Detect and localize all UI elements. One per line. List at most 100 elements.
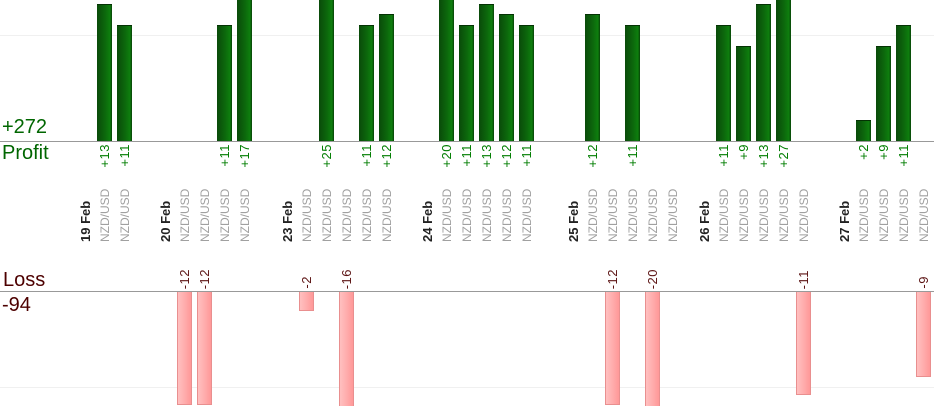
loss-value-label: -16	[339, 268, 354, 289]
pair-label: NZD/USD	[360, 188, 374, 242]
loss-bar	[177, 292, 192, 405]
profit-value-label: +11	[117, 144, 132, 167]
profit-value-label: +17	[237, 144, 252, 168]
date-label: 19 Feb	[78, 200, 93, 242]
profit-bar	[585, 14, 600, 141]
pair-label: NZD/USD	[178, 188, 192, 242]
profit-bar	[439, 0, 454, 141]
profit-bar	[519, 25, 534, 141]
pair-label: NZD/USD	[218, 188, 232, 242]
profit-bar	[379, 14, 394, 141]
pair-label: NZD/USD	[897, 188, 911, 242]
pair-label: NZD/USD	[626, 188, 640, 242]
pair-label: NZD/USD	[877, 188, 891, 242]
pair-label: NZD/USD	[118, 188, 132, 242]
profit-value-label: +11	[459, 144, 474, 167]
profit-bar	[756, 4, 771, 141]
pair-label: NZD/USD	[917, 188, 931, 242]
pair-label: NZD/USD	[520, 188, 534, 242]
pair-label: NZD/USD	[737, 188, 751, 242]
profit-plot-area	[0, 0, 934, 141]
profit-value-label: +13	[756, 144, 771, 168]
loss-value-label: -9	[916, 276, 931, 289]
pair-label: NZD/USD	[300, 188, 314, 242]
loss-value-label: -11	[796, 269, 811, 289]
profit-value-label: +11	[896, 144, 911, 167]
profit-value-label: +2	[856, 144, 871, 160]
profit-bar	[736, 46, 751, 141]
loss-bar	[339, 292, 354, 406]
profit-bar	[776, 0, 791, 141]
profit-value-label: +11	[359, 144, 374, 167]
loss-bar	[299, 292, 314, 311]
pair-label: NZD/USD	[857, 188, 871, 242]
profit-bar	[716, 25, 731, 141]
pair-label: NZD/USD	[440, 188, 454, 242]
profit-bar	[459, 25, 474, 141]
profit-value-label: +12	[585, 144, 600, 168]
pair-label: NZD/USD	[500, 188, 514, 242]
loss-value-label: -2	[299, 276, 314, 289]
profit-bar	[876, 46, 891, 141]
loss-value-label: -12	[197, 268, 212, 289]
profit-bar	[117, 25, 132, 141]
profit-value-label: +11	[217, 144, 232, 167]
loss-gridline	[0, 387, 934, 388]
pair-label: NZD/USD	[797, 188, 811, 242]
date-label: 24 Feb	[420, 200, 435, 242]
profit-value-label: +25	[319, 144, 334, 168]
profit-value-label: +9	[736, 144, 751, 160]
loss-section-label: Loss	[3, 269, 46, 291]
loss-value-label: -20	[645, 268, 660, 289]
profit-value-label: +12	[379, 144, 394, 168]
profit-bar	[856, 120, 871, 141]
profit-total: +272	[2, 116, 48, 138]
profit-value-label: +13	[479, 144, 494, 168]
profit-value-label: +9	[876, 144, 891, 160]
pair-label: NZD/USD	[606, 188, 620, 242]
pair-label: NZD/USD	[380, 188, 394, 242]
loss-bar	[197, 292, 212, 405]
profit-value-label: +11	[519, 144, 534, 167]
pair-label: NZD/USD	[198, 188, 212, 242]
pair-label: NZD/USD	[646, 188, 660, 242]
pair-label: NZD/USD	[238, 188, 252, 242]
profit-bar	[237, 0, 252, 141]
date-label: 23 Feb	[280, 200, 295, 242]
profit-value-label: +20	[439, 144, 454, 168]
pair-label: NZD/USD	[480, 188, 494, 242]
loss-value-label: -12	[605, 268, 620, 289]
date-label: 27 Feb	[837, 200, 852, 242]
loss-bar	[916, 292, 931, 377]
loss-total: -94	[2, 294, 31, 316]
profit-bar	[499, 14, 514, 141]
profit-value-label: +11	[716, 144, 731, 167]
pair-label: NZD/USD	[586, 188, 600, 242]
loss-bar	[605, 292, 620, 405]
profit-value-label: +13	[97, 144, 112, 168]
loss-bar	[645, 292, 660, 406]
pair-label: NZD/USD	[98, 188, 112, 242]
pair-label: NZD/USD	[666, 188, 680, 242]
loss-value-label: -12	[177, 268, 192, 289]
pair-label: NZD/USD	[777, 188, 791, 242]
profit-bar	[479, 4, 494, 141]
date-label: 20 Feb	[158, 200, 173, 242]
pair-label: NZD/USD	[757, 188, 771, 242]
profit-bar	[217, 25, 232, 141]
profit-bar	[359, 25, 374, 141]
profit-bar	[896, 25, 911, 141]
pair-label: NZD/USD	[717, 188, 731, 242]
profit-bar	[97, 4, 112, 141]
profit-bar	[625, 25, 640, 141]
loss-bar	[796, 292, 811, 395]
profit-value-label: +27	[776, 144, 791, 168]
profit-axis-line	[0, 141, 934, 142]
loss-plot-area	[0, 292, 934, 406]
date-label: 25 Feb	[566, 200, 581, 242]
profit-section-label: Profit	[2, 142, 49, 164]
pair-label: NZD/USD	[460, 188, 474, 242]
loss-axis-line	[0, 291, 934, 292]
date-label: 26 Feb	[697, 200, 712, 242]
